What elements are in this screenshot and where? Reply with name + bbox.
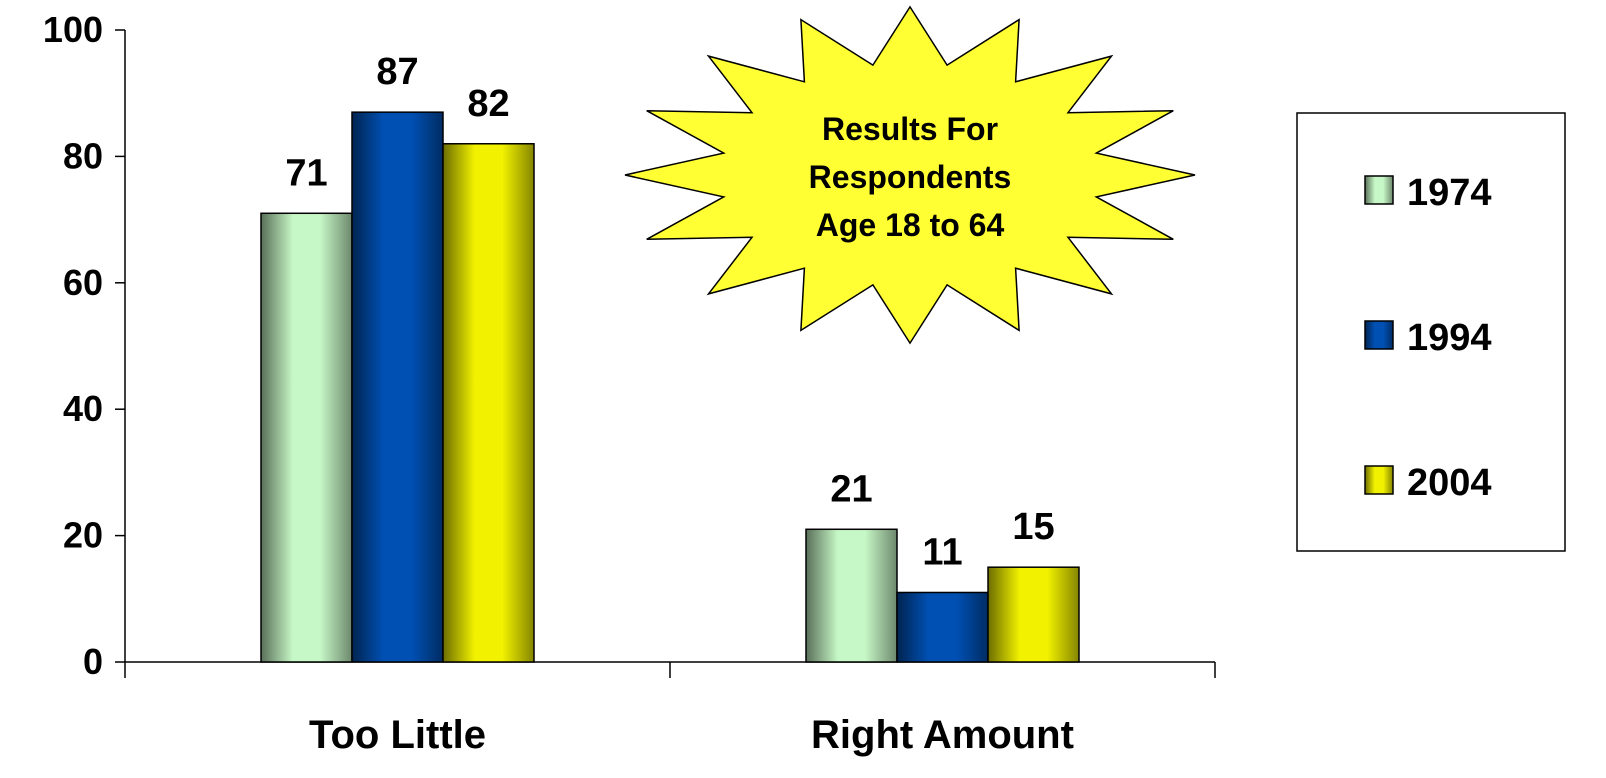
bar-2004-0	[442, 143, 535, 663]
legend-box	[1296, 112, 1566, 552]
callout-line-2: Respondents	[809, 159, 1012, 195]
callout-line-1: Results For	[822, 111, 998, 147]
y-tick-label: 80	[63, 135, 103, 176]
data-label-1994-0: 87	[376, 51, 418, 93]
legend-swatch-1974	[1364, 175, 1394, 205]
callout-line-3: Age 18 to 64	[816, 207, 1005, 243]
bar-1994-1	[896, 591, 989, 663]
y-tick-label: 100	[43, 9, 103, 50]
bars	[260, 111, 1080, 663]
legend-label-1994: 1994	[1407, 317, 1492, 359]
legend-swatch-1994	[1364, 320, 1394, 350]
callout-starburst: Results For Respondents Age 18 to 64	[624, 5, 1196, 345]
data-label-2004-0: 82	[467, 83, 509, 125]
y-tick-label: 40	[63, 388, 103, 429]
y-tick-label: 0	[83, 641, 103, 682]
bar-1974-0	[260, 212, 353, 663]
bar-1994-0	[351, 111, 444, 663]
legend-label-2004: 2004	[1407, 462, 1492, 504]
data-label-1974-0: 71	[285, 152, 327, 194]
bar-2004-1	[987, 566, 1080, 663]
x-category-label: Too Little	[309, 713, 486, 757]
y-tick-label: 60	[63, 262, 103, 303]
y-tick-label: 20	[63, 515, 103, 556]
data-label-2004-1: 15	[1012, 506, 1054, 548]
axes: 0 20 40 60 80 100 Too Little Right Amount	[43, 9, 1216, 757]
data-label-1974-1: 21	[830, 468, 872, 510]
legend-swatch-2004	[1364, 465, 1394, 495]
data-labels: 71 87 82 21 11 15	[285, 51, 1054, 573]
bar-1974-1	[805, 528, 898, 663]
x-category-label: Right Amount	[811, 713, 1074, 757]
starburst-shape	[624, 5, 1196, 345]
legend: 1974 1994 2004	[1296, 112, 1566, 552]
data-label-1994-1: 11	[922, 531, 962, 573]
legend-label-1974: 1974	[1407, 172, 1492, 214]
